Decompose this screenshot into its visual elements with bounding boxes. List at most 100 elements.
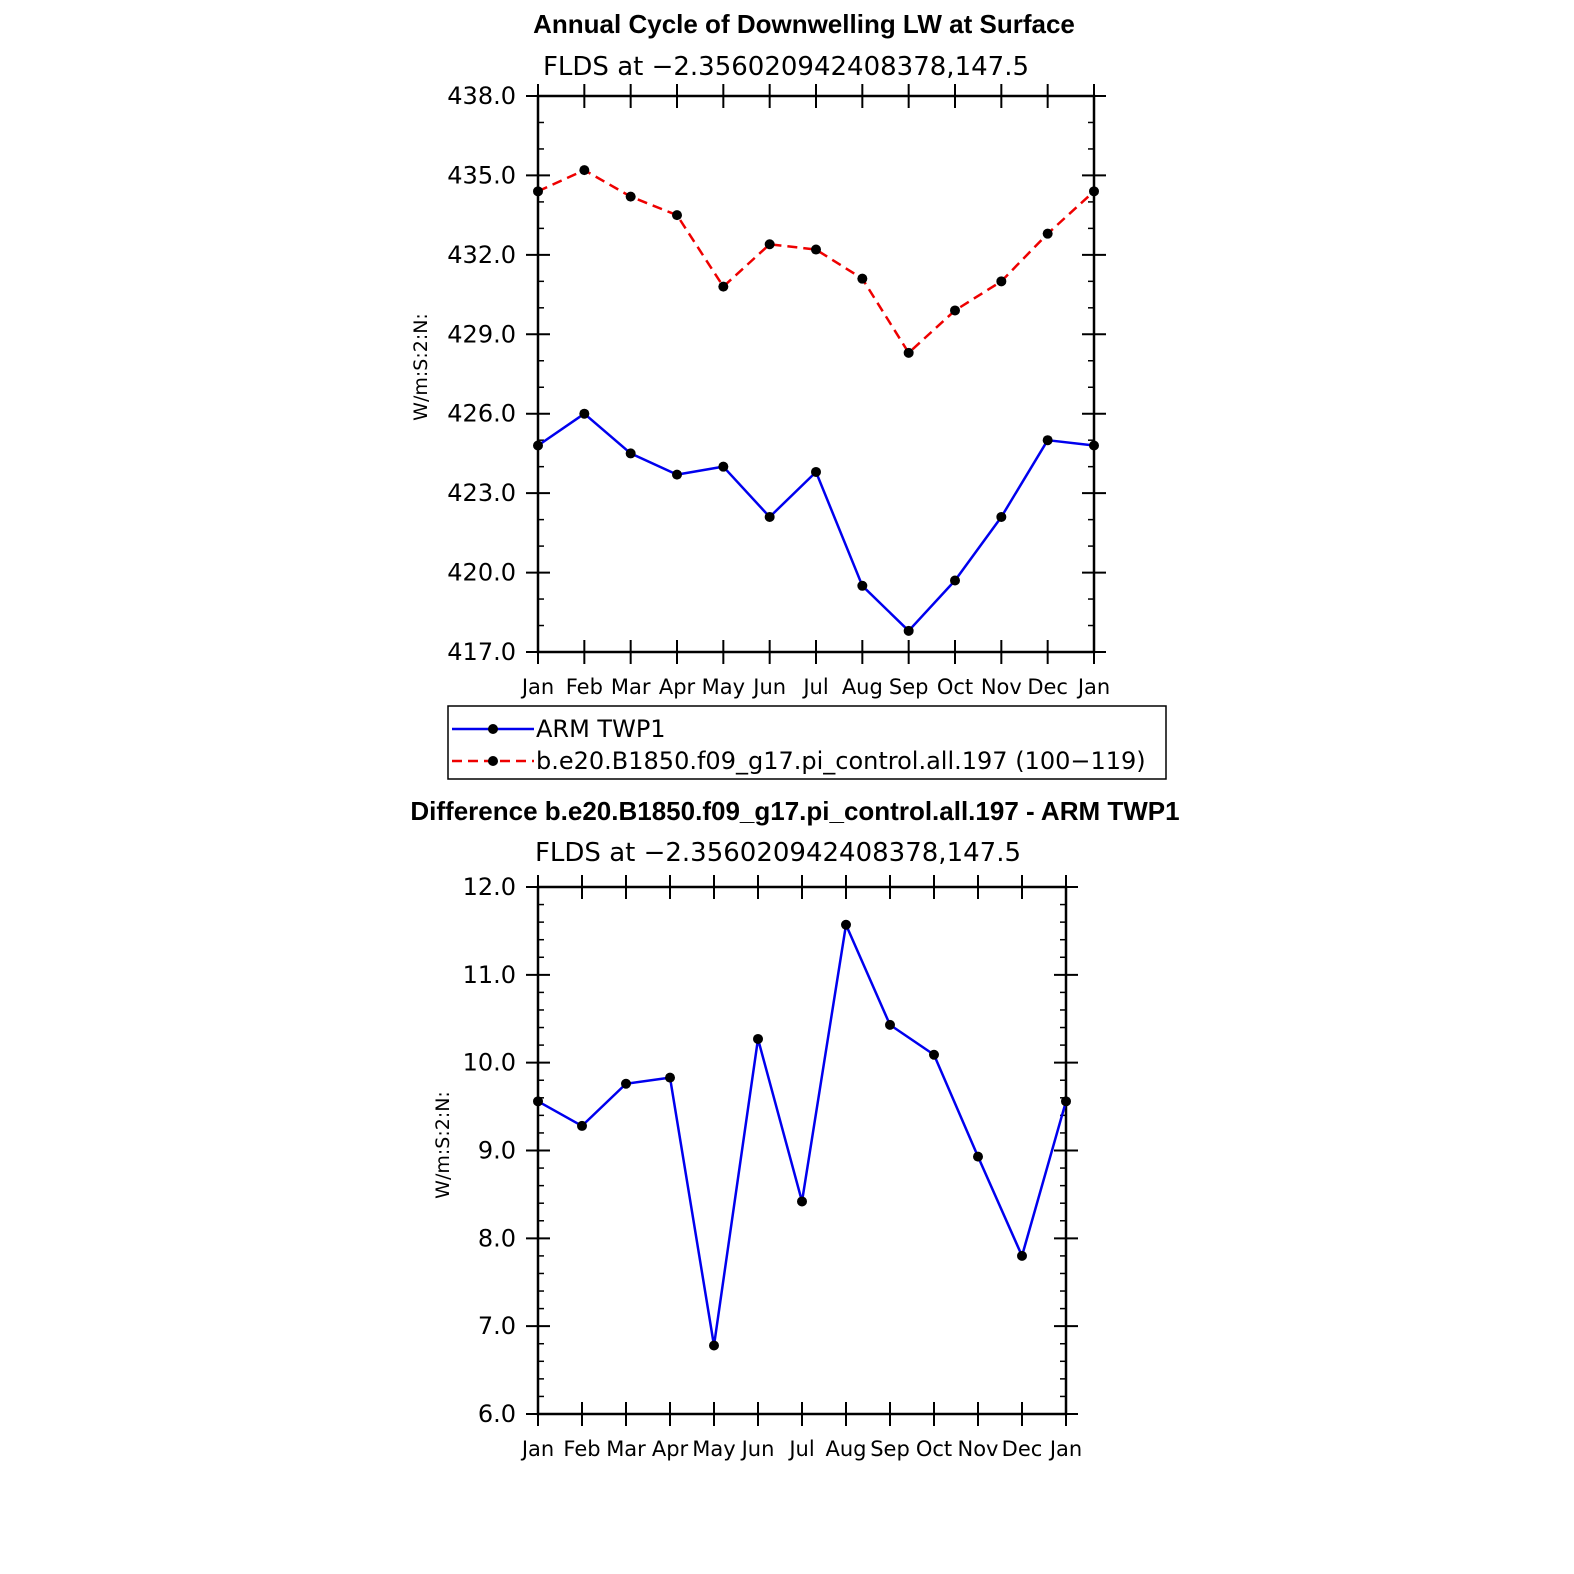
data-point	[579, 165, 590, 176]
x-tick-label: Dec	[1027, 675, 1068, 699]
axes-frame	[526, 875, 1078, 1426]
legend-marker-arm	[488, 724, 498, 734]
series-line-1	[537, 168, 1095, 355]
x-tick-label: Aug	[825, 1437, 866, 1461]
data-point	[1089, 440, 1099, 451]
y-tick-label: 435.0	[447, 161, 516, 189]
y-tick-labels: 417.0 420.0 423.0 426.0 429.0 432.0 435.0 438.0	[447, 82, 516, 666]
data-point	[1089, 186, 1099, 197]
x-tick-labels: Jan Feb Mar Apr May Jun Jul Aug Sep Oct Nov Dec Jan	[520, 675, 1110, 699]
x-tick-label: Sep	[889, 675, 929, 699]
x-tick-label: Jul	[787, 1437, 814, 1461]
plot-frame	[536, 94, 1096, 654]
data-point	[1042, 435, 1053, 446]
series-line-0	[537, 412, 1095, 633]
data-point	[996, 276, 1007, 287]
y-tick-label: 10.0	[463, 1049, 516, 1077]
data-point	[764, 511, 775, 522]
data-point	[621, 1078, 631, 1089]
data-point	[672, 469, 682, 480]
chart-subtitle: FLDS at −2.356020942408378,147.5	[535, 838, 1021, 868]
y-tick-label: 420.0	[447, 559, 516, 587]
data-point	[903, 625, 914, 636]
y-tick-label: 7.0	[478, 1312, 516, 1340]
chart-title: Annual Cycle of Downwelling LW at Surfac…	[533, 9, 1075, 39]
chart-title: Difference b.e20.B1850.f09_g17.pi_contro…	[410, 796, 1179, 826]
y-tick-label: 432.0	[447, 241, 516, 269]
data-point	[533, 186, 543, 197]
plot-frame	[536, 885, 1068, 1416]
data-point	[625, 191, 636, 202]
y-tick-label: 12.0	[463, 873, 516, 901]
data-point	[579, 408, 590, 419]
x-tick-label: Feb	[563, 1437, 600, 1461]
y-tick-label: 9.0	[478, 1137, 516, 1165]
x-tick-label: Jan	[1048, 1437, 1082, 1461]
data-point	[709, 1340, 719, 1351]
data-point	[885, 1019, 895, 1030]
data-point	[1017, 1250, 1027, 1261]
data-point	[929, 1049, 939, 1060]
y-tick-label: 429.0	[447, 320, 516, 348]
legend-label-arm: ARM TWP1	[536, 715, 666, 743]
data-point	[996, 511, 1007, 522]
y-tick-label: 438.0	[447, 82, 516, 110]
y-tick-label: 423.0	[447, 479, 516, 507]
legend: ARM TWP1 b.e20.B1850.f09_g17.pi_control.…	[447, 705, 1167, 780]
legend-label-model: b.e20.B1850.f09_g17.pi_control.all.197 (…	[536, 747, 1146, 775]
series-group	[533, 165, 1099, 636]
x-tick-label: Mar	[611, 675, 651, 699]
y-tick-label: 6.0	[478, 1400, 516, 1428]
x-tick-label: Dec	[1002, 1437, 1043, 1461]
data-point	[718, 281, 729, 292]
x-tick-label: Apr	[652, 1437, 689, 1461]
x-tick-label: Jun	[740, 1437, 775, 1461]
data-point	[764, 239, 775, 250]
legend-marker-model	[488, 756, 498, 766]
data-point	[1042, 228, 1053, 239]
data-point	[811, 466, 821, 477]
legend-box	[447, 705, 1167, 780]
y-tick-label: 417.0	[447, 638, 516, 666]
y-axis-label: W/m:S:2:N:	[410, 313, 432, 421]
data-point	[533, 440, 543, 451]
x-tick-label: Oct	[937, 675, 973, 699]
data-point	[797, 1196, 807, 1207]
y-tick-labels: 6.0 7.0 8.0 9.0 10.0 11.0 12.0	[463, 873, 516, 1428]
data-point	[577, 1120, 587, 1131]
difference-panel: Difference b.e20.B1850.f09_g17.pi_contro…	[410, 796, 1179, 1461]
x-tick-label: Jun	[751, 675, 786, 699]
data-point	[950, 305, 960, 316]
data-point	[857, 580, 868, 591]
series-line-0	[537, 923, 1068, 1347]
data-point	[811, 244, 821, 255]
x-tick-label: Jan	[520, 675, 554, 699]
x-tick-label: Sep	[870, 1437, 910, 1461]
x-tick-labels: Jan Feb Mar Apr May Jun Jul Aug Sep Oct Nov Dec Jan	[520, 1437, 1082, 1461]
x-tick-label: Nov	[958, 1437, 999, 1461]
data-point	[857, 273, 868, 284]
data-point	[753, 1033, 763, 1044]
data-point	[1061, 1096, 1071, 1107]
annual-cycle-panel: Annual Cycle of Downwelling LW at Surfac…	[410, 9, 1110, 699]
x-tick-label: Nov	[981, 675, 1022, 699]
data-point	[973, 1151, 983, 1162]
axes-frame	[526, 84, 1106, 664]
data-point	[533, 1096, 543, 1107]
x-tick-label: Jan	[520, 1437, 554, 1461]
y-tick-label: 8.0	[478, 1224, 516, 1252]
data-point	[665, 1072, 675, 1083]
chart-subtitle: FLDS at −2.356020942408378,147.5	[543, 52, 1029, 82]
data-point	[718, 461, 729, 472]
x-tick-label: Oct	[916, 1437, 952, 1461]
data-point	[625, 448, 636, 459]
x-tick-label: Apr	[659, 675, 696, 699]
x-tick-label: Mar	[606, 1437, 646, 1461]
data-point	[841, 919, 851, 930]
y-tick-label: 11.0	[463, 961, 516, 989]
data-point	[950, 575, 960, 586]
x-tick-label: Aug	[842, 675, 883, 699]
y-axis-label: W/m:S:2:N:	[432, 1091, 454, 1199]
x-tick-label: Jan	[1076, 675, 1110, 699]
x-tick-label: May	[702, 675, 745, 699]
